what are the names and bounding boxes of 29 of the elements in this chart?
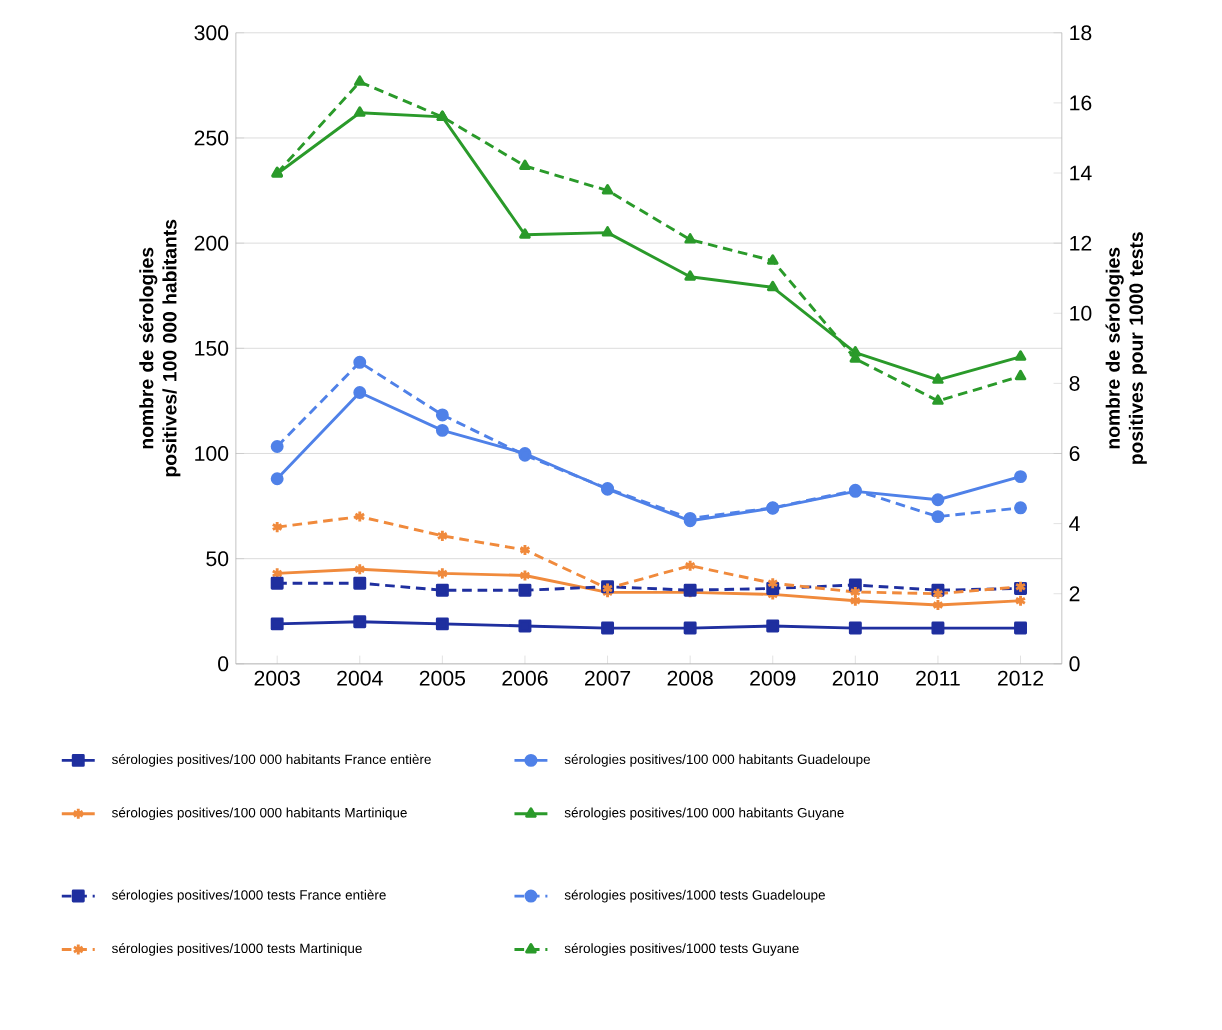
y2-tick-label: 16 <box>1070 95 1092 111</box>
y2-axis-title: nombre de sérologies positives pour 1000 tests <box>1105 231 1147 464</box>
x-tick-label: 2007 <box>585 670 631 686</box>
x-tick-label: 2006 <box>502 670 548 686</box>
x-tick-label: 2008 <box>667 670 713 686</box>
y-tick-label: 150 <box>195 340 229 356</box>
y2-tick-label: 8 <box>1069 375 1080 391</box>
x-tick-label: 2009 <box>750 670 796 686</box>
y2-tick-label: 4 <box>1069 516 1080 531</box>
y-tick-label: 100 <box>195 445 229 461</box>
y2-tick-label: 6 <box>1069 445 1080 461</box>
y2-tick-label: 14 <box>1070 165 1092 181</box>
x-tick-label: 2004 <box>337 670 383 686</box>
y-axis-title: nombre de sérologies positives/ 100 000 habitants <box>139 219 181 477</box>
x-tick-label: 2003 <box>254 670 300 686</box>
y2-tick-label: 10 <box>1070 305 1092 321</box>
y2-tick-label: 2 <box>1069 586 1080 601</box>
y-tick-label: 200 <box>194 235 229 251</box>
y-tick-label: 300 <box>194 25 229 41</box>
y2-tick-label: 0 <box>1069 656 1080 672</box>
x-tick-label: 2012 <box>997 670 1044 686</box>
x-tick-label: 2005 <box>419 670 466 686</box>
y-tick-label: 0 <box>218 656 229 672</box>
y2-tick-label: 18 <box>1070 25 1092 41</box>
y-tick-label: 250 <box>194 130 229 146</box>
y-tick-label: 50 <box>206 550 229 566</box>
x-tick-label: 2011 <box>916 670 960 686</box>
y2-tick-label: 12 <box>1070 235 1092 251</box>
x-tick-label: 2010 <box>832 670 879 686</box>
